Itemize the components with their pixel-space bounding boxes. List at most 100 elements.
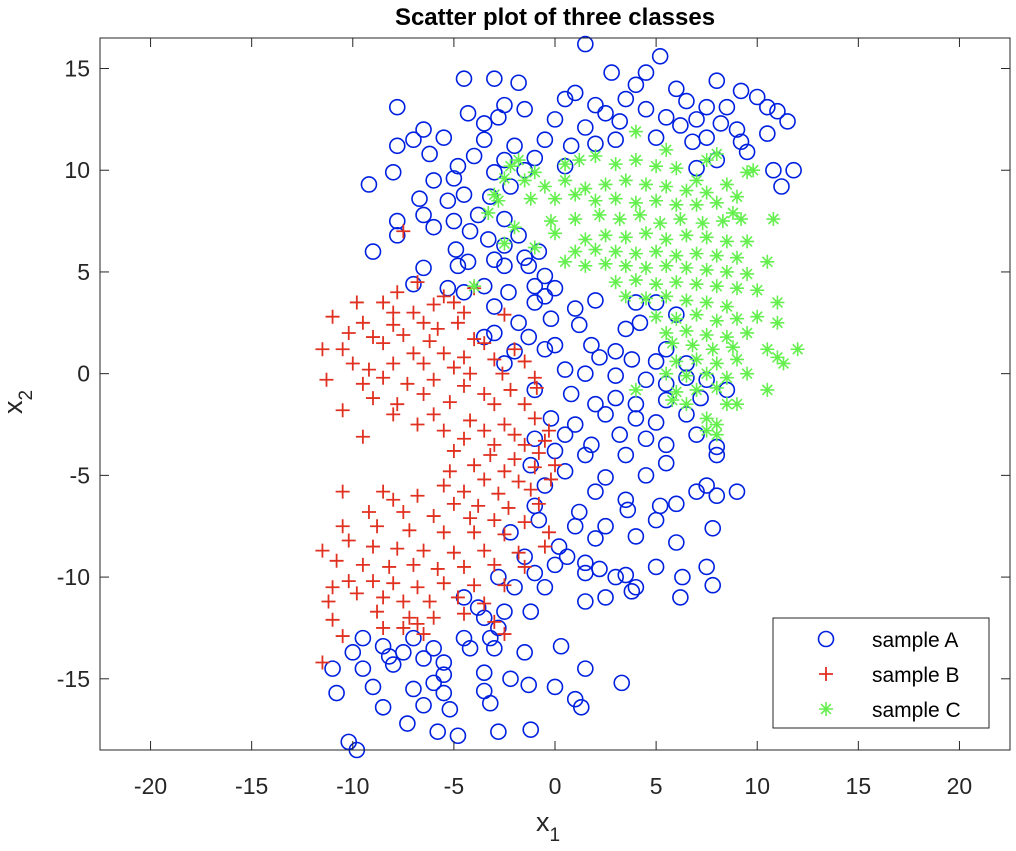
data-point [679,397,694,412]
data-point [536,578,554,596]
data-point [370,519,385,534]
data-point [698,129,715,146]
data-point [486,163,503,181]
data-point [487,614,502,629]
data-point [558,548,576,566]
data-point [688,111,705,128]
x-tick-label: 20 [947,773,973,799]
data-point [500,283,517,301]
data-point [562,385,580,403]
data-point [384,656,402,673]
data-point [665,336,680,351]
data-point [617,90,635,108]
data-point [760,254,775,269]
data-point [496,355,513,372]
data-point [354,660,372,677]
data-point [511,153,526,168]
data-point [517,515,532,530]
data-point [607,367,624,384]
data-point [760,382,775,397]
data-point [475,115,493,132]
data-point [668,534,685,551]
data-point [436,478,451,493]
series-sample-b [315,224,562,670]
data-point [649,277,664,292]
data-point [558,157,573,172]
data-point [455,629,473,647]
data-point [527,165,542,180]
data-point [583,336,600,354]
data-point [597,589,614,606]
data-point [568,212,583,227]
data-point [315,543,330,558]
data-point [708,72,726,90]
data-point [366,539,380,554]
data-point [668,80,685,98]
data-point [639,177,653,192]
data-point [497,236,512,251]
data-point [740,165,755,180]
data-point [673,212,688,227]
data-point [415,259,432,277]
data-point [415,206,432,224]
y-tick-label: 5 [77,259,90,285]
data-point [486,639,503,657]
data-point [370,604,385,619]
data-point [399,715,416,732]
legend-item: sample A [817,629,958,652]
data-point [405,275,422,293]
data-point [411,190,428,208]
data-point [497,627,512,642]
data-point [406,305,421,320]
data-point [750,309,765,324]
data-point [335,484,350,499]
data-point [329,553,344,568]
data-point [546,279,564,297]
data-point [435,666,453,684]
data-point [536,131,554,149]
legend-marker-plus-icon [819,667,833,681]
data-point [416,315,431,330]
data-point [436,525,451,540]
data-point [672,117,689,134]
data-point [341,574,356,589]
data-point [678,92,695,110]
data-point [556,426,574,443]
data-point [647,353,665,370]
data-point [390,541,405,556]
data-point [390,397,405,412]
data-point [463,413,478,428]
data-point [503,159,518,174]
data-point [396,224,411,239]
data-point [450,590,465,605]
data-point [659,179,674,194]
data-point [651,48,669,65]
data-point [435,684,453,702]
data-point [344,644,362,661]
data-point [457,378,471,393]
data-point [490,109,507,126]
data-point [354,629,372,647]
data-point [607,568,624,586]
data-point [556,463,574,480]
data-point [770,315,785,330]
data-point [689,382,704,397]
data-point [577,119,594,136]
data-point [510,314,527,332]
data-point [517,354,532,369]
data-point [355,315,370,330]
data-point [341,325,356,340]
data-point [402,523,417,538]
data-point [597,517,614,535]
data-point [746,163,761,178]
data-point [497,171,512,186]
data-point [568,187,583,202]
data-point [526,277,544,295]
data-point [471,498,486,513]
data-point [628,382,643,397]
axis-ticks: -20 -15 -10 -5 0 5 10 15 20 -15 -10 -5 0 5 10 15 [57,38,1010,799]
data-point [497,527,512,542]
data-point [436,289,451,304]
data-point [647,414,665,431]
